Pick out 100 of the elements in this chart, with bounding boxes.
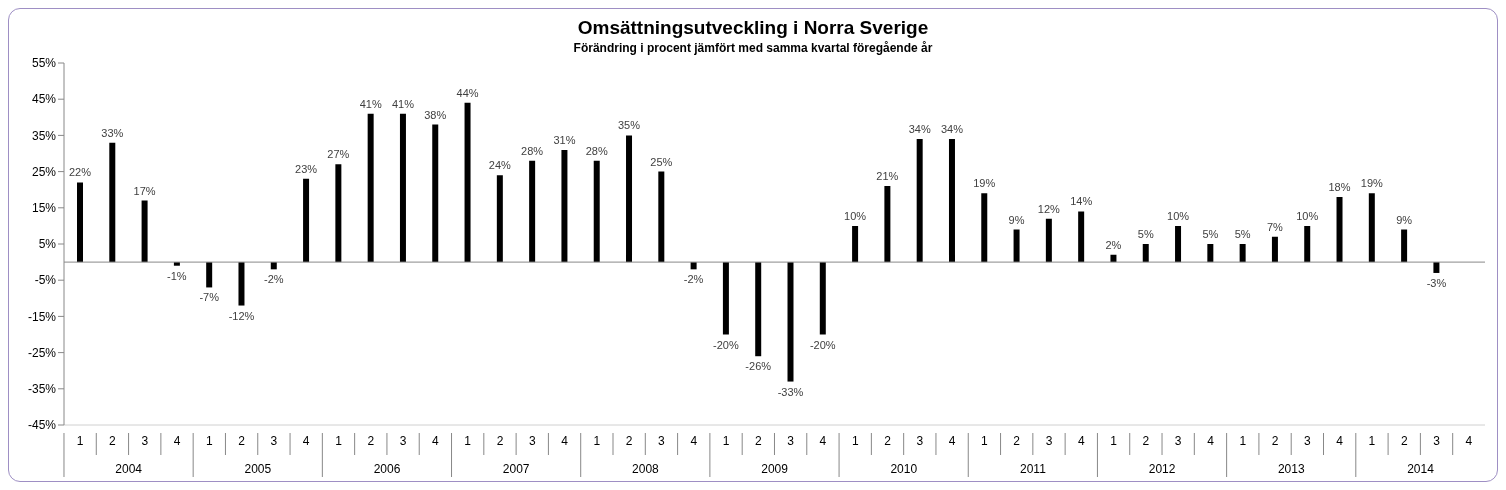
x-tick-label: 1 — [1368, 434, 1376, 448]
bar — [1142, 244, 1149, 263]
bar — [464, 102, 471, 263]
y-tick-label: -35% — [27, 382, 57, 397]
data-label: 23% — [295, 162, 318, 175]
y-tick-label: 55% — [31, 56, 57, 71]
data-label: 10% — [844, 209, 867, 222]
text: 2012 — [1148, 462, 1176, 476]
data-label: 35% — [618, 119, 641, 132]
y-tick-label: -5% — [34, 273, 57, 288]
data-label: -20% — [809, 338, 836, 351]
x-tick-label: 1 — [981, 434, 989, 448]
y-tick-label: -45% — [27, 418, 57, 433]
bar — [206, 262, 213, 288]
text: 2006 — [373, 462, 401, 476]
data-label: 2% — [1105, 238, 1122, 251]
bar — [981, 193, 988, 263]
bar — [1207, 244, 1214, 263]
bar — [626, 135, 633, 263]
text: 2010 — [890, 462, 918, 476]
bar — [1271, 236, 1278, 263]
data-label: 44% — [456, 86, 479, 99]
text: 2011 — [1020, 462, 1047, 476]
bar — [1368, 193, 1375, 263]
data-label: 41% — [391, 97, 415, 110]
text: 2008 — [632, 462, 660, 476]
data-label: 18% — [1328, 180, 1351, 193]
bar — [658, 171, 665, 263]
x-tick-label: 4 — [948, 434, 956, 448]
x-tick-label: 1 — [1239, 434, 1247, 448]
x-tick-label: 2 — [1013, 434, 1021, 448]
x-tick-label: 2 — [496, 434, 504, 448]
bar — [77, 182, 83, 263]
x-tick-label: 3 — [1433, 434, 1441, 448]
data-label: -33% — [777, 385, 804, 398]
data-label: -1% — [167, 269, 187, 282]
x-tick-label: 3 — [528, 434, 536, 448]
data-label: 19% — [1360, 177, 1384, 190]
x-tick-label: 4 — [432, 434, 440, 448]
x-tick-label: 4 — [1336, 434, 1344, 448]
x-tick-label: 1 — [205, 434, 213, 448]
x-tick-label: 1 — [464, 434, 472, 448]
y-tick-label: -15% — [27, 309, 57, 324]
bar — [238, 262, 245, 306]
x-tick-label: 2 — [1400, 434, 1408, 448]
data-label: 17% — [133, 184, 156, 197]
data-label: 27% — [327, 148, 350, 161]
y-tick-label: 5% — [38, 237, 57, 252]
x-tick-label: 1 — [851, 434, 859, 448]
data-label: 12% — [1037, 202, 1061, 215]
x-tick-label: 3 — [399, 434, 407, 448]
x-tick-label: 3 — [270, 434, 278, 448]
x-tick-label: 3 — [141, 434, 149, 448]
x-tick-label: 3 — [787, 434, 795, 448]
data-label: 28% — [585, 144, 608, 157]
data-label: -2% — [263, 273, 284, 286]
data-label: 9% — [1396, 213, 1413, 226]
x-tick-label: 3 — [1304, 434, 1312, 448]
x-tick-label: 4 — [302, 434, 310, 448]
bar — [819, 262, 826, 335]
x-tick-label: 2 — [238, 434, 246, 448]
bar — [335, 164, 342, 263]
text: 2014 — [1407, 462, 1435, 476]
x-tick-label: 2 — [109, 434, 117, 448]
bar — [367, 113, 374, 263]
data-label: 7% — [1266, 220, 1284, 233]
data-label: -20% — [713, 338, 739, 351]
bar — [787, 262, 794, 382]
x-tick-label: 2 — [884, 434, 892, 448]
bar — [755, 262, 762, 357]
bar — [1401, 229, 1408, 263]
bar — [529, 160, 536, 263]
bar — [1013, 229, 1020, 263]
x-tick-label: 1 — [1110, 434, 1118, 448]
x-tick-label: 4 — [561, 434, 569, 448]
x-tick-label: 4 — [1207, 434, 1215, 448]
data-label: 41% — [359, 97, 382, 110]
bar — [496, 175, 503, 263]
bar — [1239, 244, 1246, 263]
text: 2005 — [244, 462, 272, 476]
bar — [109, 142, 116, 263]
y-tick-label: 35% — [31, 128, 57, 143]
data-label: 19% — [973, 177, 996, 190]
text: 2009 — [761, 462, 789, 476]
data-label: 22% — [68, 166, 92, 179]
data-label: 21% — [876, 170, 899, 183]
y-tick-label: 25% — [31, 164, 57, 179]
x-tick-label: 1 — [722, 434, 730, 448]
y-tick-label: -25% — [27, 345, 57, 360]
data-label: 5% — [1137, 228, 1154, 240]
bar — [1304, 225, 1311, 263]
bar — [303, 178, 310, 263]
x-tick-label: 3 — [658, 434, 666, 448]
data-label: -7% — [199, 291, 220, 304]
data-label: 24% — [488, 159, 512, 172]
data-label: 5% — [1234, 228, 1251, 240]
text: 2013 — [1277, 462, 1305, 476]
x-tick-label: 1 — [76, 434, 84, 448]
bar — [432, 124, 439, 263]
bar — [1336, 196, 1343, 263]
